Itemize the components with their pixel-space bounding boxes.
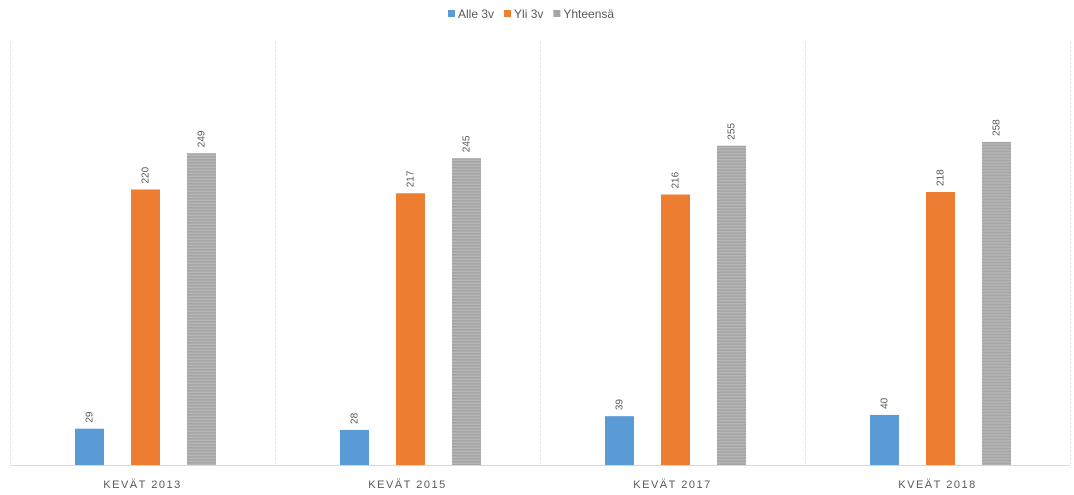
data-label-1-4: 40 [880, 397, 891, 409]
bar-2-3 [661, 194, 690, 465]
legend-label-1: Alle 3v [458, 7, 494, 21]
x-tick-label-3: KEVÄT 2017 [633, 479, 711, 491]
x-tick-labels: KEVÄT 2013 KEVÄT 2015 KEVÄT 2017 KVEÄT 2018 [103, 479, 976, 491]
data-label-2-2: 217 [406, 170, 417, 187]
bar-1-2 [340, 429, 369, 465]
bar-1-1 [75, 428, 104, 465]
legend-swatch-1 [448, 10, 455, 17]
legend: Alle 3v Yli 3v Yhteensä [448, 7, 614, 21]
data-label-2-1: 220 [141, 166, 152, 183]
data-label-3-1: 249 [197, 130, 208, 147]
x-tick-label-2: KEVÄT 2015 [368, 479, 446, 491]
x-tick-label-4: KVEÄT 2018 [898, 479, 976, 491]
data-label-1-1: 29 [85, 411, 96, 423]
data-label-2-4: 218 [936, 169, 947, 186]
legend-swatch-3 [553, 10, 561, 17]
x-tick-label-1: KEVÄT 2013 [103, 479, 181, 491]
data-label-2-3: 216 [671, 171, 682, 188]
bars [75, 141, 1011, 466]
bar-3-2 [452, 158, 481, 465]
data-label-1-3: 39 [615, 399, 626, 411]
bar-2-1 [131, 189, 160, 466]
legend-label-3: Yhteensä [563, 7, 614, 21]
data-label-1-2: 28 [350, 412, 361, 424]
data-label-3-3: 255 [727, 123, 738, 140]
bar-3-3 [717, 145, 746, 465]
data-label-3-4: 258 [992, 119, 1003, 136]
category-separators [10, 42, 1071, 465]
data-label-3-2: 245 [462, 135, 473, 152]
bar-2-2 [396, 193, 425, 465]
legend-swatch-2 [504, 10, 512, 17]
legend-label-2: Yli 3v [514, 7, 543, 21]
data-labels: 29 220 249 28 217 245 39 216 255 40 218 258 [85, 119, 1003, 424]
bar-1-3 [605, 416, 634, 465]
bar-1-4 [870, 414, 899, 465]
bar-2-4 [926, 192, 955, 465]
